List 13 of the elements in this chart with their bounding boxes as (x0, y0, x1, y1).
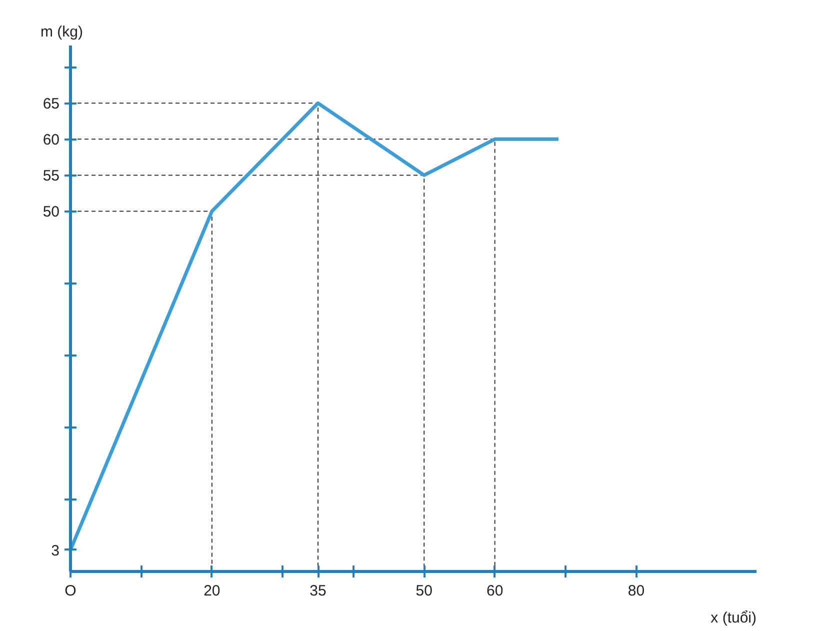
y-tick-label: 60 (42, 132, 60, 149)
x-axis-title: x (tuổi) (710, 610, 757, 626)
y-axis-title: m (kg) (40, 24, 83, 40)
y-tick-label: 55 (42, 168, 60, 185)
x-tick-label: O (64, 582, 76, 600)
x-tick-label: 50 (416, 582, 432, 600)
y-tick-label: 50 (42, 204, 60, 221)
x-tick-label: 60 (486, 582, 504, 600)
x-tick-label: 35 (310, 582, 326, 600)
x-tick-label: 80 (628, 582, 645, 600)
y-tick-label: 3 (51, 542, 60, 560)
x-tick-label: 20 (204, 582, 220, 600)
y-tick-label: 65 (42, 96, 60, 113)
